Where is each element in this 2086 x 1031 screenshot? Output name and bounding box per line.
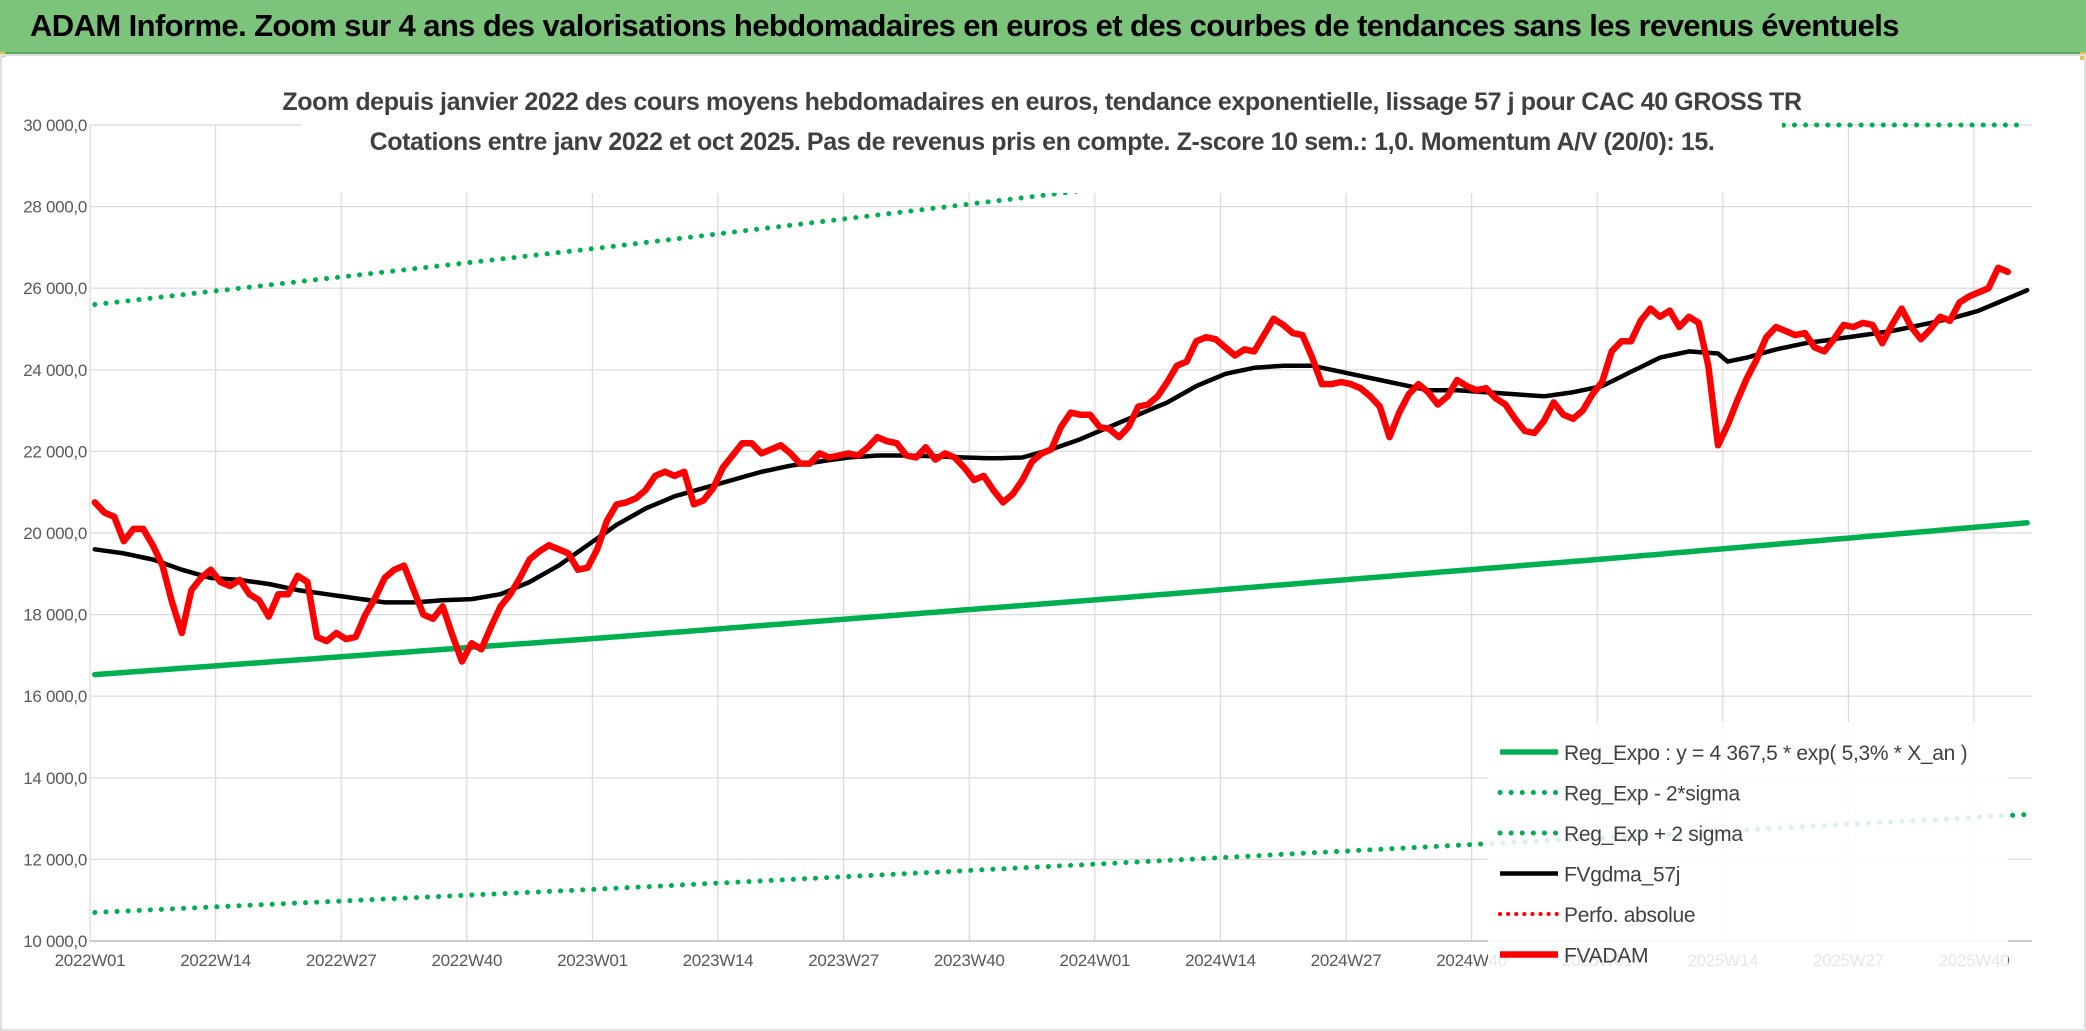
x-tick-label: 2024W01 [1059,951,1130,970]
y-tick-label: 26 000,0 [23,279,87,298]
chart-frame: Zoom depuis janvier 2022 des cours moyen… [0,54,2086,1031]
banner-title: ADAM Informe. Zoom sur 4 ans des valoris… [30,8,1900,43]
legend: Reg_Expo : y = 4 367,5 * exp( 5,3% * X_a… [1488,722,2008,972]
x-tick-label: 2022W40 [431,951,502,970]
banner-corner-right [2080,52,2086,60]
legend-label: Reg_Expo : y = 4 367,5 * exp( 5,3% * X_a… [1564,742,1967,765]
reg-expo-line [92,520,2030,678]
legend-fvgdma: FVgdma_57j [1500,864,1680,887]
fvgdma-57j-line [92,287,2030,605]
y-tick-label: 18 000,0 [23,606,87,625]
legend-label: Reg_Exp - 2*sigma [1564,783,1740,806]
x-tick-label: 2022W01 [55,951,126,970]
page-banner: ADAM Informe. Zoom sur 4 ans des valoris… [0,0,2086,54]
title-background [302,78,1782,193]
x-tick-label: 2022W14 [180,951,251,970]
reg-exp-minus-2sigma-line [92,812,2030,915]
y-tick-label: 28 000,0 [23,198,87,217]
y-tick-label: 30 000,0 [23,116,87,135]
fvadam-line [91,264,2012,665]
y-tick-label: 22 000,0 [23,442,87,461]
x-tick-label: 2022W27 [306,951,377,970]
legend-background [1488,722,2008,972]
legend-reg-exp-minus: Reg_Exp - 2*sigma [1497,783,1741,806]
legend-fvadam: FVADAM [1500,945,1648,968]
y-axis-ticks: 10 000,0 12 000,0 14 000,0 16 000,0 18 000,0… [23,116,87,951]
legend-label: FVADAM [1564,945,1648,968]
chart-title: Zoom depuis janvier 2022 des cours moyen… [282,88,1802,116]
x-tick-label: 2023W40 [934,951,1005,970]
y-tick-label: 20 000,0 [23,524,87,543]
y-tick-label: 10 000,0 [23,932,87,951]
x-tick-label: 2023W27 [808,951,879,970]
line-chart: Zoom depuis janvier 2022 des cours moyen… [23,78,2032,972]
legend-label: Perfo. absolue [1564,904,1695,927]
y-tick-label: 24 000,0 [23,361,87,380]
x-tick-label: 2023W14 [683,951,754,970]
x-tick-label: 2024W14 [1185,951,1256,970]
y-tick-label: 14 000,0 [23,769,87,788]
legend-reg-exp-plus: Reg_Exp + 2 sigma [1497,823,1744,846]
legend-perfo-absolue: Perfo. absolue [1498,904,1696,927]
y-tick-label: 12 000,0 [23,850,87,869]
legend-reg-expo: Reg_Expo : y = 4 367,5 * exp( 5,3% * X_a… [1500,742,1968,765]
x-tick-label: 2023W01 [557,951,628,970]
y-tick-label: 16 000,0 [23,687,87,706]
x-tick-label: 2024W27 [1311,951,1382,970]
legend-label: Reg_Exp + 2 sigma [1564,823,1743,846]
chart-subtitle: Cotations entre janv 2022 et oct 2025. P… [370,128,1715,156]
legend-label: FVgdma_57j [1564,864,1680,887]
